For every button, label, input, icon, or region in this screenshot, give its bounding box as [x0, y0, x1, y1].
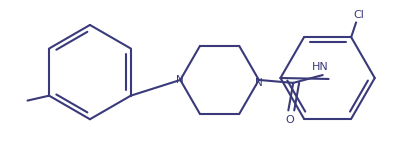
Text: N: N — [177, 75, 184, 85]
Text: Cl: Cl — [353, 10, 364, 20]
Text: HN: HN — [312, 62, 329, 72]
Text: N: N — [255, 78, 263, 88]
Text: O: O — [285, 115, 294, 125]
